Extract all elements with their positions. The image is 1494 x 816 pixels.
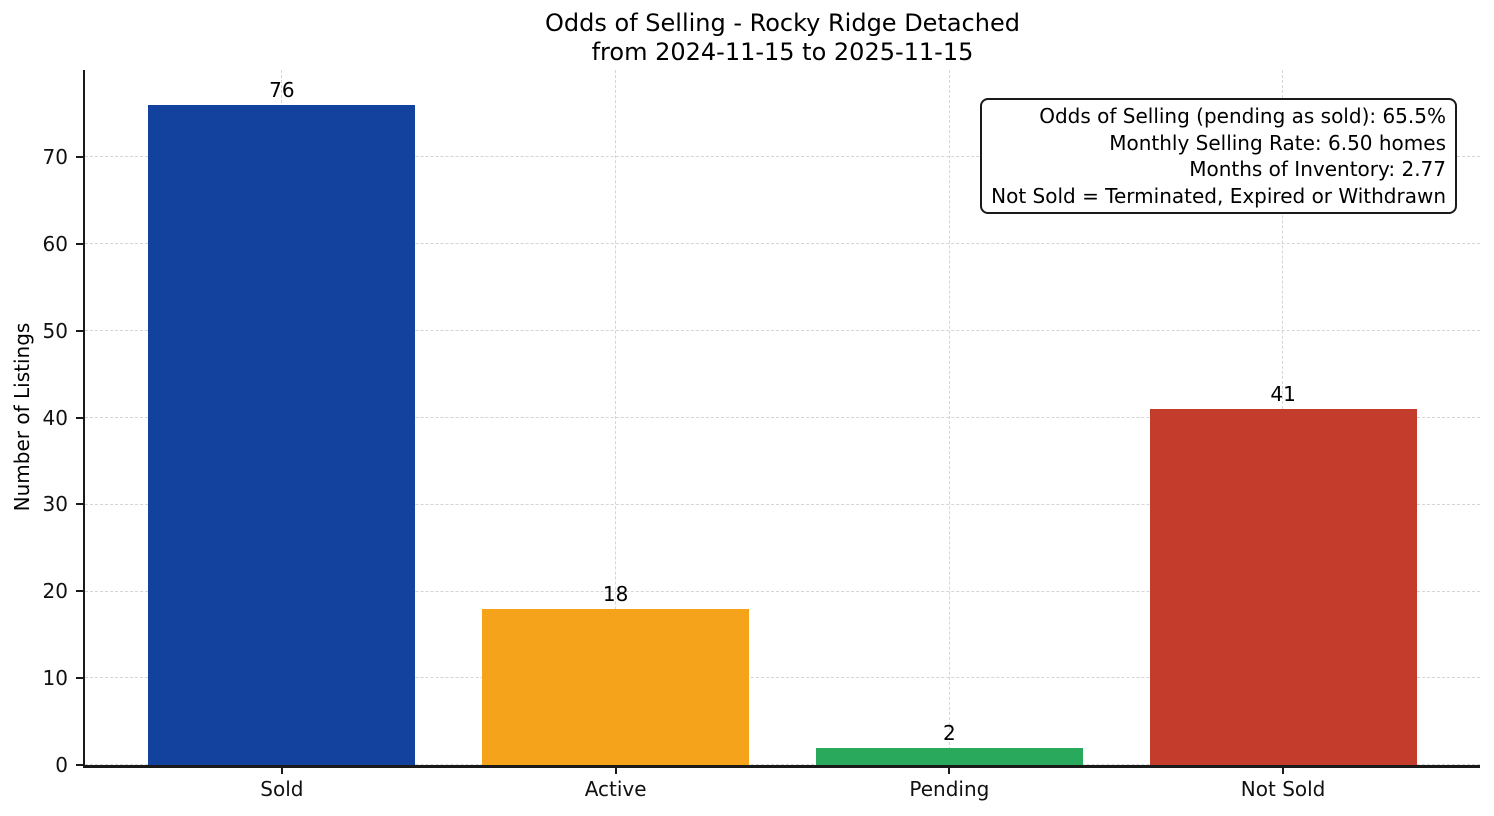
y-tick-label: 10 <box>42 666 68 691</box>
y-gridline <box>85 416 1480 418</box>
bar-value-label-active: 18 <box>602 581 629 606</box>
y-tick-label: 50 <box>42 318 68 343</box>
x-tick-mark <box>1282 765 1285 774</box>
x-tick-label-not-sold: Not Sold <box>1240 777 1326 801</box>
y-tick-label: 70 <box>42 144 68 169</box>
y-gridline <box>85 329 1480 331</box>
annotation-months-of-inventory: Months of Inventory: 2.77 <box>1189 157 1446 181</box>
y-gridline <box>85 764 1480 766</box>
bar-pending <box>815 747 1083 765</box>
x-gridline <box>614 70 616 765</box>
annotation-not-sold-definition: Not Sold = Terminated, Expired or Withdr… <box>991 183 1446 208</box>
bar-not-sold <box>1149 408 1417 765</box>
x-gridline <box>948 70 950 765</box>
y-tick-label: 20 <box>42 579 68 604</box>
y-tick-mark <box>76 329 85 332</box>
x-tick-mark <box>948 765 951 774</box>
y-tick-mark <box>76 416 85 419</box>
bar-value-label-pending: 2 <box>942 720 956 745</box>
y-tick-mark <box>76 764 85 766</box>
y-tick-mark <box>76 503 85 506</box>
y-tick-label: 60 <box>42 231 68 256</box>
x-tick-label-pending: Pending <box>909 777 990 801</box>
y-gridline <box>85 677 1480 679</box>
y-tick-label: 30 <box>42 492 68 517</box>
x-tick-mark <box>614 765 617 774</box>
stats-annotation-box: Odds of Selling (pending as sold): 65.5%… <box>980 98 1457 214</box>
annotation-odds-of-selling: Odds of Selling (pending as sold): 65.5% <box>1039 104 1446 128</box>
y-tick-label: 40 <box>42 405 68 430</box>
bar-value-label-not-sold: 41 <box>1270 381 1296 406</box>
y-gridline <box>85 156 1480 158</box>
chart-title-line2: from 2024-11-15 to 2025-11-15 <box>591 38 974 66</box>
chart-title-line1: Odds of Selling - Rocky Ridge Detached <box>545 9 1020 37</box>
y-tick-mark <box>76 590 85 593</box>
bar-value-label-sold: 76 <box>269 77 295 102</box>
x-tick-label-sold: Sold <box>260 777 304 801</box>
annotation-monthly-selling-rate: Monthly Selling Rate: 6.50 homes <box>1109 130 1446 155</box>
x-axis-spine <box>82 765 1480 768</box>
y-tick-mark <box>76 155 85 158</box>
y-tick-label: 0 <box>55 753 68 777</box>
y-gridline <box>85 590 1480 592</box>
y-axis-spine <box>82 70 85 768</box>
x-tick-mark <box>280 765 283 774</box>
y-tick-mark <box>76 677 85 680</box>
y-tick-mark <box>76 242 85 245</box>
y-gridline <box>85 243 1480 245</box>
chart-title: Odds of Selling - Rocky Ridge Detached f… <box>85 9 1480 67</box>
bar-active <box>482 608 750 765</box>
y-gridline <box>85 503 1480 505</box>
x-tick-label-active: Active <box>584 777 647 801</box>
bar-sold <box>148 104 416 765</box>
